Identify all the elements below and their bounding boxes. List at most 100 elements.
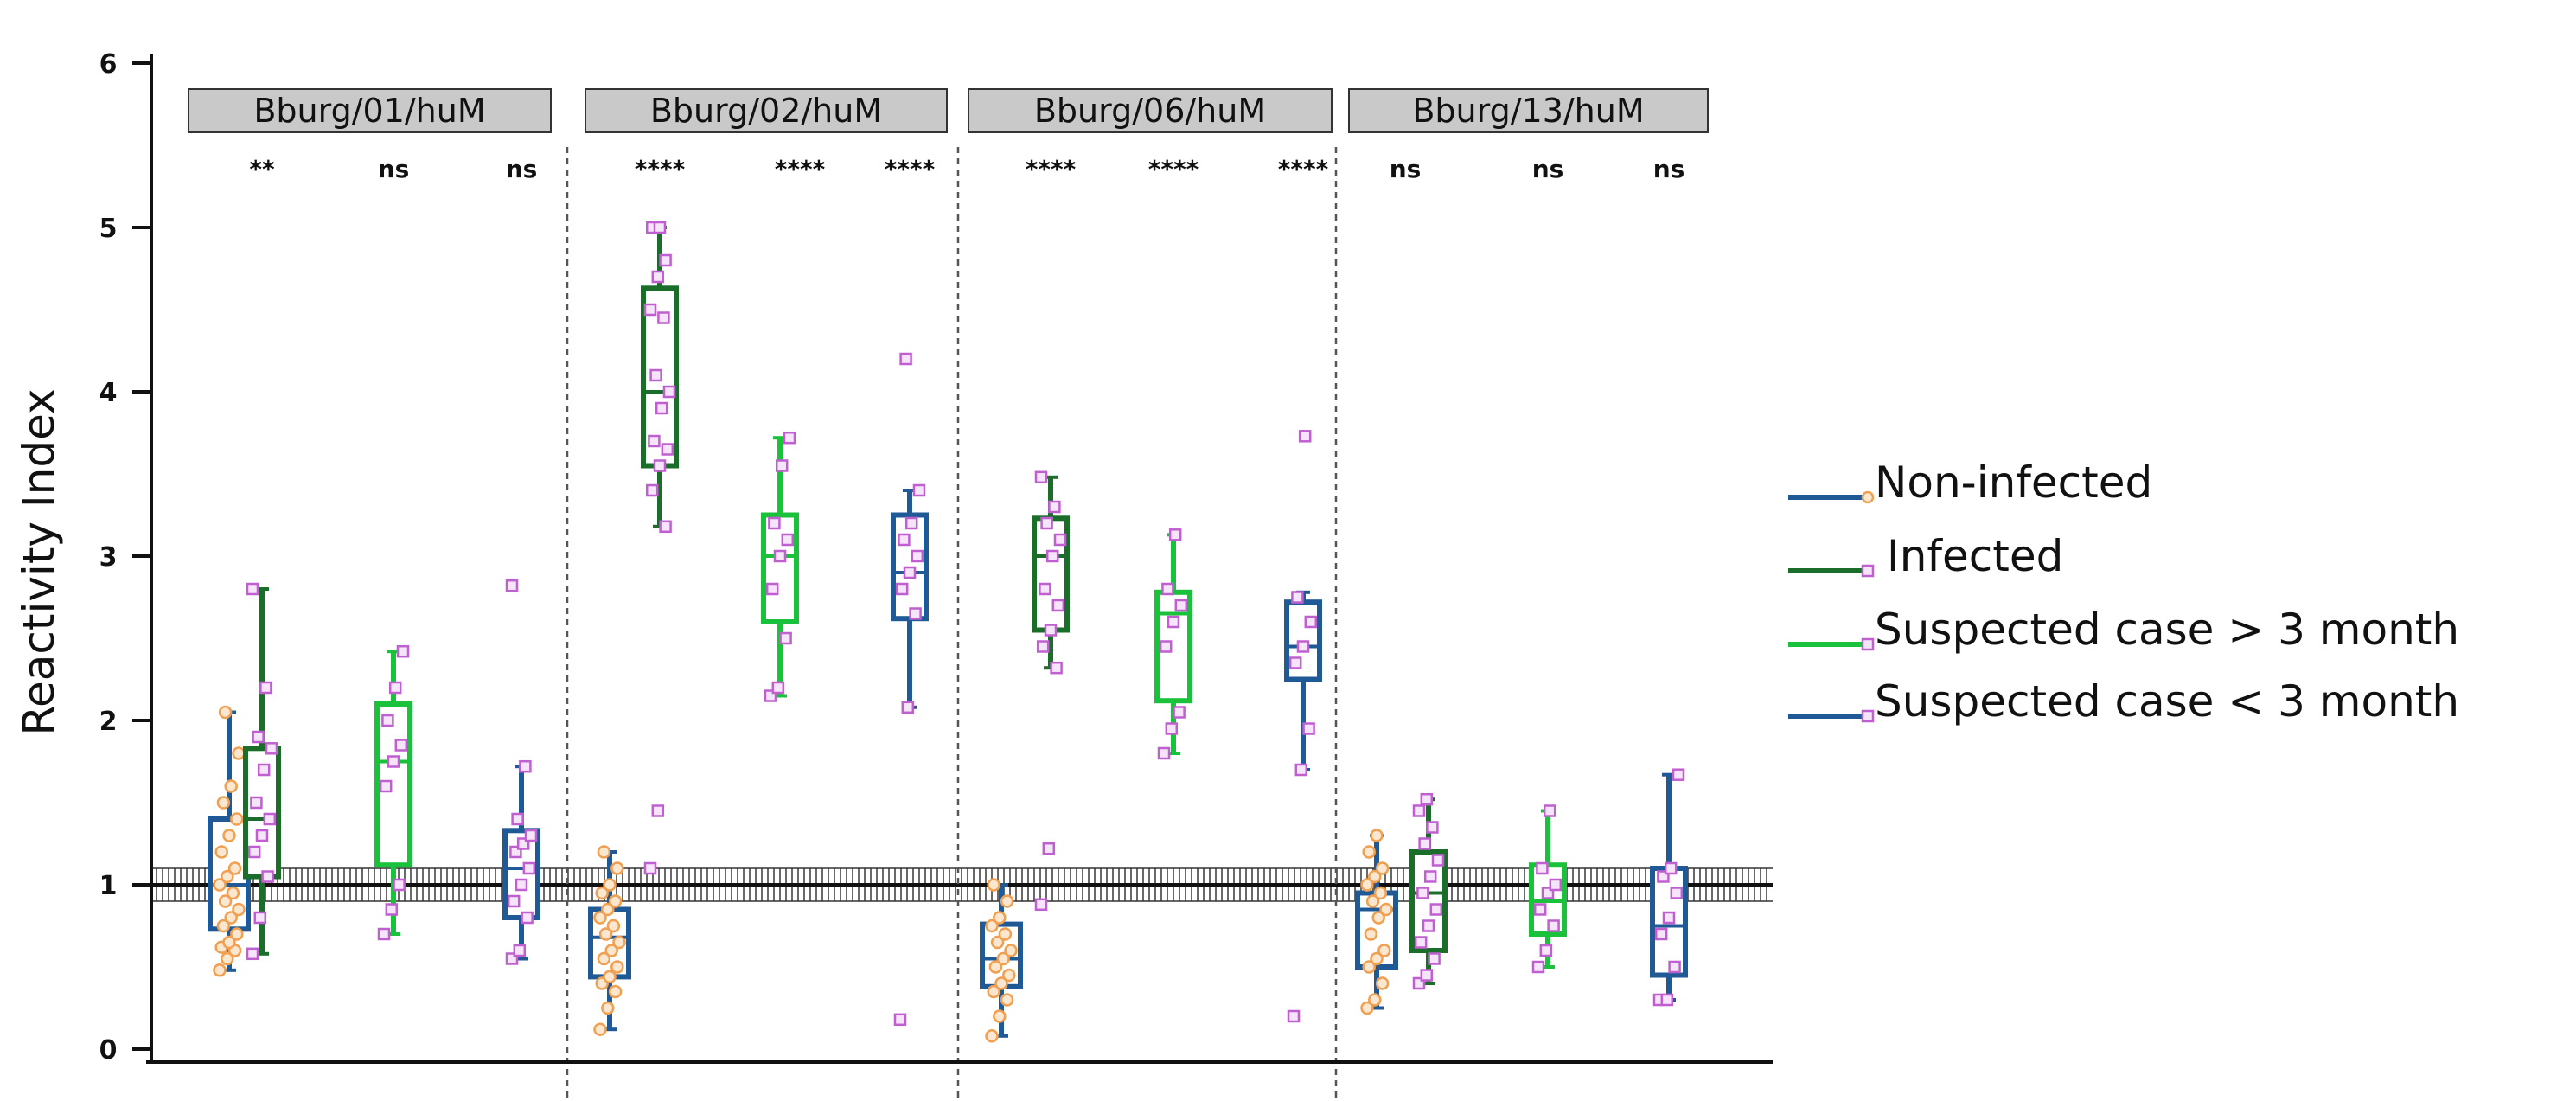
data-point xyxy=(255,829,269,842)
data-point xyxy=(610,861,624,875)
data-point xyxy=(655,401,668,415)
data-point xyxy=(1370,951,1384,966)
significance-label: **** xyxy=(1148,155,1199,183)
data-point xyxy=(987,984,1000,999)
significance-label: ns xyxy=(1653,155,1685,183)
data-point xyxy=(232,746,246,760)
data-point xyxy=(1423,870,1437,883)
legend-label: Infected xyxy=(1887,531,2063,581)
data-point xyxy=(1040,516,1053,530)
data-point xyxy=(511,812,524,826)
data-point xyxy=(601,1001,615,1015)
data-point xyxy=(993,1009,1007,1023)
data-point xyxy=(394,739,408,752)
data-point xyxy=(1296,640,1310,653)
data-point xyxy=(1045,549,1059,563)
y-tick-label: 4 xyxy=(99,378,118,408)
data-point xyxy=(524,829,538,842)
y-tick-label: 5 xyxy=(99,214,118,244)
significance-label: **** xyxy=(885,155,936,183)
box-group-infected xyxy=(1032,470,1070,912)
data-point xyxy=(998,927,1013,941)
data-point xyxy=(257,763,271,777)
legend: Non-infected Infected Suspected case > 3 m… xyxy=(1788,458,2459,727)
data-point xyxy=(213,963,227,977)
box-group-suspected_lt3 xyxy=(1650,768,1688,1007)
significance-label: ns xyxy=(506,155,538,183)
data-point xyxy=(213,878,227,892)
box-group-suspected_lt3 xyxy=(1284,430,1322,1023)
data-point xyxy=(1531,960,1545,974)
legend-marker xyxy=(1861,564,1875,578)
data-point xyxy=(1672,768,1685,781)
data-point xyxy=(1549,878,1563,892)
legend-label: Non-infected xyxy=(1875,458,2152,508)
data-point xyxy=(1302,722,1315,735)
data-point xyxy=(651,270,665,284)
significance-label: ns xyxy=(1390,155,1422,183)
data-point xyxy=(994,976,1008,990)
data-point xyxy=(1420,792,1434,806)
panel-header-box xyxy=(585,88,948,133)
cutoff-band xyxy=(151,867,1773,902)
data-point xyxy=(253,911,267,925)
data-point xyxy=(1360,1001,1374,1015)
data-point xyxy=(1365,894,1380,908)
data-point xyxy=(1004,944,1018,957)
y-tick-label: 3 xyxy=(99,542,118,573)
data-point xyxy=(216,796,231,810)
data-point xyxy=(1539,944,1553,957)
data-point xyxy=(775,459,789,472)
significance-label: ns xyxy=(378,155,410,183)
legend-item-suspected_gt3: Suspected case > 3 month xyxy=(1788,605,2459,655)
data-point xyxy=(1536,861,1549,875)
box-group-suspected_gt3 xyxy=(1529,804,1567,974)
data-point xyxy=(250,796,263,810)
data-point xyxy=(904,516,918,530)
data-point xyxy=(379,779,393,793)
panel-header-label: Bburg/13/huM xyxy=(1412,92,1644,130)
data-point xyxy=(1294,763,1308,777)
data-point xyxy=(1426,821,1439,834)
panel-header-label: Bburg/06/huM xyxy=(1034,92,1266,130)
data-point xyxy=(252,730,265,744)
data-point xyxy=(393,878,406,892)
box-group-suspected_gt3 xyxy=(761,431,799,702)
box-group-suspected_lt3 xyxy=(502,579,540,965)
data-point xyxy=(1174,599,1188,612)
data-point xyxy=(1370,829,1384,842)
data-point xyxy=(601,902,615,917)
data-point xyxy=(230,812,244,826)
data-point xyxy=(659,520,672,534)
data-point xyxy=(246,582,259,596)
data-point xyxy=(765,582,779,596)
data-point xyxy=(521,911,534,925)
data-point xyxy=(985,1029,999,1043)
data-point xyxy=(597,845,611,859)
box-group-non_infected xyxy=(208,705,251,977)
data-point xyxy=(1044,624,1058,637)
data-point xyxy=(608,984,623,999)
data-point xyxy=(1431,854,1445,867)
data-point xyxy=(396,644,410,658)
legend-item-non_infected: Non-infected xyxy=(1788,458,2152,508)
data-point xyxy=(783,431,796,445)
data-point xyxy=(771,681,785,695)
data-point xyxy=(593,1022,607,1036)
legend-marker xyxy=(1861,490,1875,504)
data-point xyxy=(1051,599,1065,612)
data-point xyxy=(227,861,242,875)
data-point xyxy=(1429,903,1443,916)
data-point xyxy=(259,681,272,695)
data-point xyxy=(996,951,1010,966)
data-point xyxy=(216,919,231,933)
data-point xyxy=(1291,591,1304,604)
significance-label: ns xyxy=(1532,155,1564,183)
data-point xyxy=(1428,952,1441,965)
data-point xyxy=(593,911,607,925)
data-point xyxy=(1159,640,1173,653)
data-point xyxy=(657,311,670,324)
data-point xyxy=(1360,878,1374,892)
plot-area: ** ns ns **** **** **** **** **** **** ns ns ns xyxy=(151,147,1773,1101)
data-point xyxy=(653,221,667,234)
